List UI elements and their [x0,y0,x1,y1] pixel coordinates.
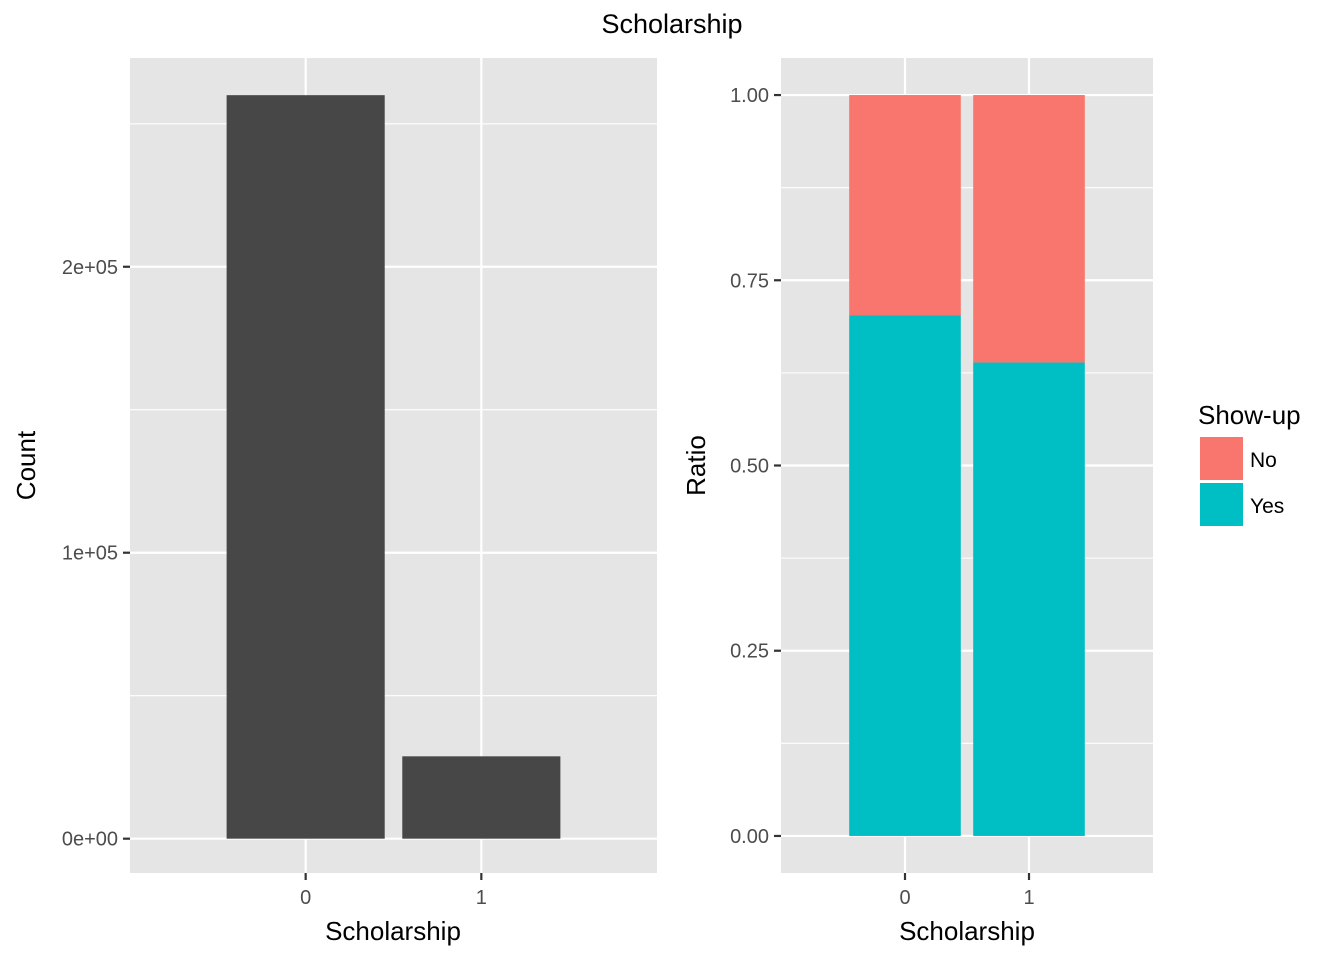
legend-key-yes [1200,483,1243,526]
y-tick-label: 2e+05 [62,257,118,279]
y-tick-label: 0.25 [730,641,769,663]
bar-no-1 [973,95,1085,363]
y-axis-title: Count [11,430,41,500]
ratio-chart-panel: 0.00 0.25 0.50 0.75 1.00 0 1 Scholarship Ratio [681,58,1153,946]
bar-no-0 [849,95,961,316]
x-axis-title: Scholarship [325,916,461,946]
legend-title: Show-up [1198,400,1301,430]
legend-label-no: No [1250,449,1277,472]
figure-title: Scholarship [601,9,742,39]
y-tick-label: 0.50 [730,456,769,478]
bar-yes-1 [973,362,1085,836]
legend-key-no [1200,437,1243,480]
bar-0 [226,95,385,839]
y-tick-label: 1e+05 [62,543,118,565]
bar-1 [402,756,561,839]
plot-background [130,58,657,873]
x-tick-label: 0 [899,887,910,909]
y-tick-label: 0.75 [730,270,769,292]
x-tick-label: 1 [476,887,487,909]
bar-yes-0 [849,315,961,836]
y-tick-label: 0.00 [730,826,769,848]
y-tick-label: 1.00 [730,85,769,107]
x-axis-title: Scholarship [899,916,1035,946]
x-tick-label: 1 [1023,887,1034,909]
count-chart-panel: 0e+00 1e+05 2e+05 0 1 Scholarship Count [11,58,657,946]
y-axis-title: Ratio [681,435,711,496]
legend: Show-up No Yes [1198,400,1301,526]
y-tick-label: 0e+00 [62,829,118,851]
legend-label-yes: Yes [1250,495,1284,518]
x-tick-label: 0 [300,887,311,909]
